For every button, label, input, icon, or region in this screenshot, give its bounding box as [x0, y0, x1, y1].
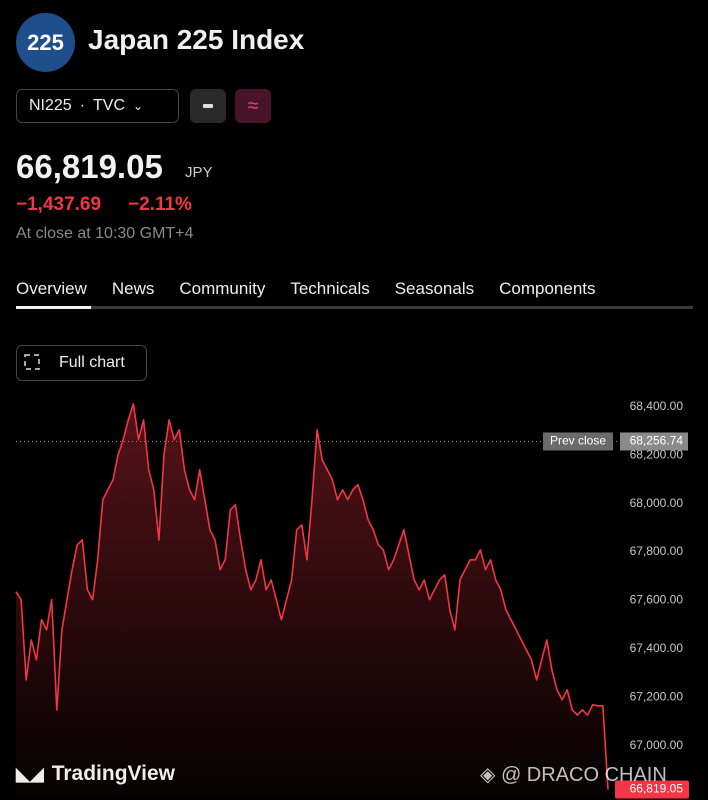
price-line	[15, 403, 609, 790]
tab[interactable]: News	[111, 279, 155, 298]
last-price-label: 66,819.05	[630, 782, 684, 796]
prev-close-tag	[543, 432, 613, 451]
prev-close-label: Prev close	[550, 434, 606, 448]
logo: 225	[16, 13, 75, 72]
y-tick-label: 68,200.00	[630, 447, 684, 461]
brand-icon: ◣◢	[16, 763, 44, 784]
tab-divider	[16, 306, 693, 309]
tab[interactable]: Components	[499, 279, 596, 298]
y-tick-label: 67,400.00	[630, 641, 684, 655]
change: −1,437.69	[16, 194, 102, 215]
full-chart-button[interactable]: Full chart	[16, 345, 147, 381]
brand-text: TradingView	[51, 762, 176, 785]
y-tick-label: 67,600.00	[630, 593, 684, 607]
price: 66,819.05	[16, 148, 163, 185]
watermark: ◈ @ DRACO CHAIN	[480, 762, 667, 787]
chevron: ⌄	[133, 99, 144, 113]
last-price-tag	[615, 780, 689, 799]
y-tick-label: 68,400.00	[630, 399, 684, 413]
title: Japan 225 Index	[88, 24, 305, 55]
prev-close-value-tag	[620, 432, 688, 451]
symbol: NI225	[29, 97, 72, 114]
y-tick-label: 67,000.00	[630, 738, 684, 752]
active-tab-indicator	[16, 306, 91, 309]
y-tick-label: 67,800.00	[630, 544, 684, 558]
y-tick-label: 68,000.00	[630, 496, 684, 510]
full-chart-icon	[24, 354, 40, 370]
tab[interactable]: Seasonals	[394, 279, 475, 298]
tab[interactable]: Overview	[16, 279, 87, 298]
exchange: TVC	[93, 97, 126, 114]
symbol-selector[interactable]: NI225 · TVC ⌄	[16, 89, 179, 123]
dot: ·	[79, 97, 86, 114]
tab[interactable]: Technicals	[290, 279, 370, 298]
change-percent: −2.11%	[128, 194, 192, 215]
tabs: Overview News Community Technicals Seaso…	[16, 279, 621, 299]
currency: JPY	[185, 164, 213, 181]
minus-icon	[203, 104, 213, 108]
area-fill	[16, 403, 608, 799]
watermark-icon: ◈	[480, 764, 501, 786]
status: At close at 10:30 GMT+4	[16, 225, 194, 242]
compare-button[interactable]: ≈	[235, 89, 271, 123]
watermark-text: @ DRACO CHAIN	[500, 764, 667, 786]
brand: ◣◢ TradingView	[16, 762, 175, 786]
minus-button[interactable]	[190, 89, 226, 123]
y-tick-label: 67,200.00	[630, 689, 684, 703]
prev-close-value: 68,256.74	[630, 434, 684, 448]
tab[interactable]: Community	[179, 279, 266, 298]
